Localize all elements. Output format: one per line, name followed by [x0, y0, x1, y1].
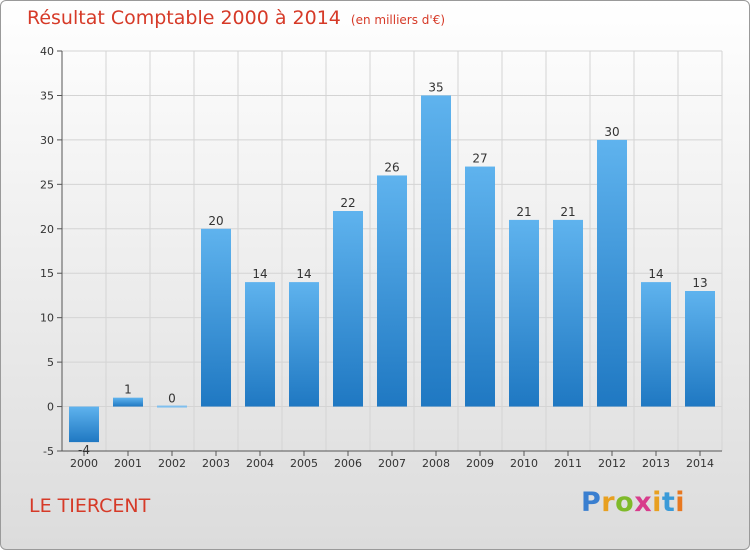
x-tick-label-2006: 2006 [334, 457, 362, 470]
x-tick-label-2011: 2011 [554, 457, 582, 470]
x-tick-label-2000: 2000 [70, 457, 98, 470]
bar-2004 [245, 282, 275, 407]
brand-letter: o [615, 487, 635, 518]
chart-title: Résultat Comptable 2000 à 2014 [27, 7, 341, 29]
data-label-2002: 0 [168, 392, 176, 406]
x-tick-label-2003: 2003 [202, 457, 230, 470]
data-label-2008: 35 [428, 80, 443, 94]
x-tick-label-2001: 2001 [114, 457, 142, 470]
y-tick-label-40: 40 [40, 45, 54, 58]
y-tick-label-30: 30 [40, 134, 54, 147]
x-tick-label-2002: 2002 [158, 457, 186, 470]
bar-2007 [377, 175, 407, 407]
bar-2010 [509, 219, 539, 407]
y-tick-label-25: 25 [40, 178, 54, 191]
y-tick-label-0: 0 [47, 401, 54, 414]
bar-2000 [69, 406, 99, 443]
x-tick-label-2007: 2007 [378, 457, 406, 470]
data-label-2001: 1 [124, 383, 132, 397]
bar-2014 [685, 291, 715, 407]
brand-letter: P [581, 487, 602, 518]
brand-logo: Proxiti [581, 487, 685, 518]
y-tick-label-35: 35 [40, 89, 54, 102]
data-label-2005: 14 [296, 267, 311, 281]
data-label-2006: 22 [340, 196, 355, 210]
bar-2001 [113, 397, 143, 407]
title-block: Résultat Comptable 2000 à 2014 (en millie… [27, 7, 445, 29]
chart-subtitle: (en milliers d'€) [350, 13, 446, 27]
x-tick-label-2004: 2004 [246, 457, 274, 470]
bar-2012 [597, 139, 627, 407]
data-label-2010: 21 [516, 205, 531, 219]
brand-letter: i [675, 487, 686, 518]
bar-2008 [421, 95, 451, 407]
x-tick-label-2005: 2005 [290, 457, 318, 470]
x-tick-label-2014: 2014 [686, 457, 714, 470]
location-name: LE TIERCENT [29, 495, 151, 517]
y-tick-label-10: 10 [40, 312, 54, 325]
bars [69, 95, 715, 443]
y-tick-label-20: 20 [40, 223, 54, 236]
data-label-2012: 30 [604, 125, 619, 139]
data-label-2011: 21 [560, 205, 575, 219]
bar-2005 [289, 282, 319, 407]
bar-2006 [333, 211, 363, 407]
brand-letter: r [601, 487, 616, 518]
data-label-2000: -4 [78, 443, 90, 457]
x-tick-label-2010: 2010 [510, 457, 538, 470]
data-label-2003: 20 [208, 214, 223, 228]
y-tick-label-15: 15 [40, 267, 54, 280]
bar-2003 [201, 228, 231, 407]
axes [57, 50, 722, 456]
bar-2002 [157, 405, 187, 408]
x-tick-label-2012: 2012 [598, 457, 626, 470]
data-label-2014: 13 [692, 276, 707, 290]
bar-2013 [641, 282, 671, 407]
brand-letter: x [634, 487, 653, 518]
data-label-2004: 14 [252, 267, 267, 281]
data-label-2009: 27 [472, 152, 487, 166]
x-tick-label-2013: 2013 [642, 457, 670, 470]
bar-2011 [553, 219, 583, 407]
bar-2009 [465, 166, 495, 407]
y-tick-label-5: 5 [47, 356, 54, 369]
brand-letter: i [652, 487, 662, 518]
brand-letter: t [661, 487, 676, 518]
x-tick-label-2009: 2009 [466, 457, 494, 470]
data-label-2007: 26 [384, 160, 399, 174]
data-label-2013: 14 [648, 267, 663, 281]
y-tick-label--5: -5 [43, 445, 54, 458]
x-tick-label-2008: 2008 [422, 457, 450, 470]
